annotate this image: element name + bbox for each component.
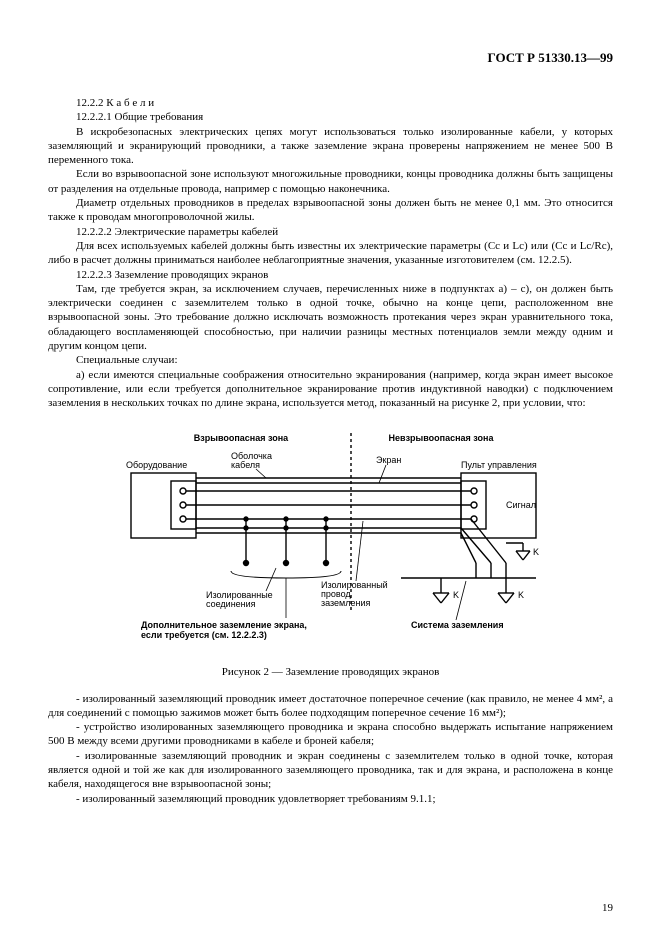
figure-2: Взрывоопасная зона Невзрывоопасная зона … [48,423,613,658]
signal-label: Сигнал [506,500,536,510]
figure-2-caption: Рисунок 2 — Заземление проводящих экрано… [48,666,613,678]
equipment-label: Оборудование [126,460,187,470]
body-para: В искробезопасных электрических цепях мо… [48,125,613,168]
svg-text:K: K [533,547,539,557]
iso-wire-label: Изолированный провод заземления [321,580,390,608]
additional-ground-label: Дополнительное заземление экрана, если т… [141,620,309,640]
panel-label: Пульт управления [461,460,537,470]
page-number: 19 [602,902,613,914]
section-12-2-2-3: 12.2.2.3 Заземление проводящих экранов [48,268,613,282]
svg-text:K: K [453,590,459,600]
body-para: а) если имеются специальные соображения … [48,368,613,411]
body-para: - изолированный заземляющий проводник уд… [48,792,613,806]
screen-label: Экран [376,455,401,465]
iso-connections-label: Изолированные соединения [206,590,275,609]
body-para: - устройство изолированных заземляющего … [48,720,613,749]
section-12-2-2: 12.2.2 К а б е л и [48,96,613,110]
body-para: Для всех используемых кабелей должны быт… [48,239,613,268]
zone-right-label: Невзрывоопасная зона [388,433,494,443]
body-para: Если во взрывоопасной зоне используют мн… [48,167,613,196]
section-12-2-2-1: 12.2.2.1 Общие требования [48,110,613,124]
body-para: Специальные случаи: [48,353,613,367]
document-standard-id: ГОСТ Р 51330.13—99 [48,50,613,66]
sheath-label: Оболочка кабеля [231,451,274,470]
ground-system-label: Система заземления [411,620,504,630]
zone-left-label: Взрывоопасная зона [193,433,288,443]
body-para: - изолированные заземляющий проводник и … [48,749,613,792]
wiring-diagram-svg: Взрывоопасная зона Невзрывоопасная зона … [111,423,551,653]
body-para: Диаметр отдельных проводников в пределах… [48,196,613,225]
svg-text:K: K [518,590,524,600]
section-12-2-2-2: 12.2.2.2 Электрические параметры кабелей [48,225,613,239]
body-para: - изолированный заземляющий проводник им… [48,692,613,721]
body-para: Там, где требуется экран, за исключением… [48,282,613,353]
